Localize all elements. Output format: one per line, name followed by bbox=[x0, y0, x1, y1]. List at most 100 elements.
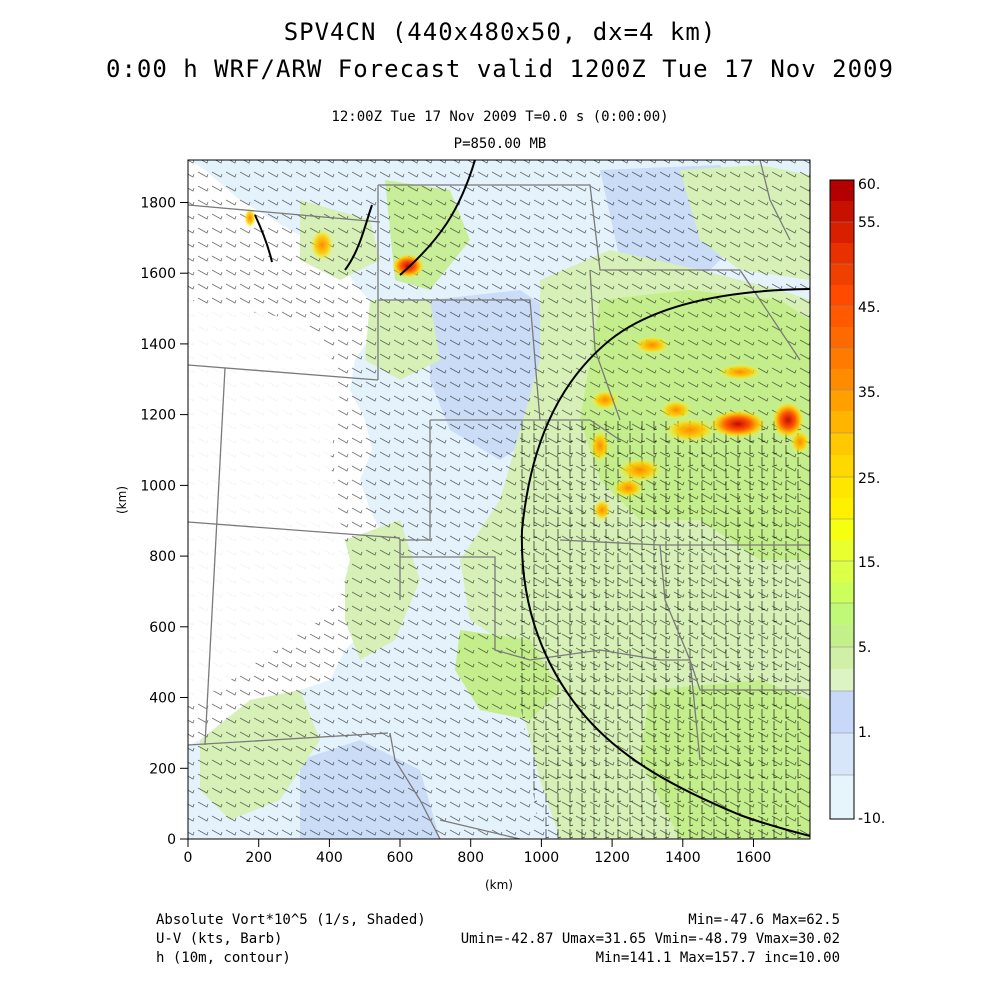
no-data-mask bbox=[188, 300, 350, 705]
vorticity-max-cell bbox=[710, 410, 766, 438]
x-tick-label: 400 bbox=[316, 850, 343, 866]
colorbar-swatch bbox=[830, 285, 854, 306]
colorbar-label: -10. bbox=[858, 811, 885, 827]
x-tick-labels: 0 200 400 600 800 1000 1200 1400 1600 bbox=[184, 850, 772, 866]
colorbar-swatch bbox=[830, 243, 854, 264]
colorbar-swatch bbox=[830, 306, 854, 327]
vorticity-cell bbox=[591, 390, 619, 410]
colorbar-swatch bbox=[830, 327, 854, 348]
plot-title-line-1: SPV4CN (440x480x50, dx=4 km) bbox=[283, 18, 717, 46]
colorbar-swatch bbox=[830, 540, 854, 561]
x-tick-label: 1600 bbox=[736, 850, 772, 866]
vorticity-max-cell bbox=[772, 402, 804, 438]
y-tick-label: 1400 bbox=[140, 337, 176, 353]
colorbar-swatch bbox=[830, 264, 854, 285]
colorbar: 60. 55. 45. 35. 25. 15. 5. 1. -10. bbox=[829, 177, 885, 827]
colorbar-swatch bbox=[830, 603, 854, 625]
colorbar-label: 45. bbox=[858, 300, 880, 316]
x-tick-label: 1200 bbox=[594, 850, 630, 866]
vorticity-cell bbox=[244, 208, 256, 228]
colorbar-swatch bbox=[830, 498, 854, 519]
colorbar-swatch bbox=[830, 669, 854, 691]
colorbar-swatch bbox=[830, 477, 854, 498]
y-tick-label: 800 bbox=[149, 549, 176, 565]
field-label-wind: U-V (kts, Barb) bbox=[156, 931, 283, 947]
height-contour-main bbox=[520, 288, 810, 837]
colorbar-label: 55. bbox=[858, 215, 880, 231]
field-stats-height: Min=141.1 Max=157.7 inc=10.00 bbox=[595, 950, 840, 966]
vorticity-cell bbox=[310, 229, 334, 261]
colorbar-swatch bbox=[830, 625, 854, 647]
colorbar-label: 5. bbox=[858, 640, 871, 656]
colorbar-swatch bbox=[830, 433, 854, 455]
colorbar-label: 1. bbox=[858, 725, 871, 741]
plot-frame bbox=[187, 159, 811, 840]
vorticity-cell bbox=[660, 400, 692, 420]
x-tick-label: 600 bbox=[387, 850, 414, 866]
y-axis-ticks bbox=[180, 202, 188, 840]
map-field-layer bbox=[188, 160, 810, 839]
colorbar-dividers bbox=[830, 221, 854, 776]
field-stats-vorticity: Min=-47.6 Max=62.5 bbox=[688, 912, 840, 928]
vorticity-cell bbox=[590, 430, 610, 462]
colorbar-label: 60. bbox=[858, 177, 880, 193]
pressure-level-label: P=850.00 MB bbox=[453, 136, 547, 152]
state-boundaries bbox=[188, 160, 810, 839]
vorticity-cell bbox=[664, 418, 716, 442]
y-tick-label: 600 bbox=[149, 620, 176, 636]
vorticity-cell bbox=[593, 499, 611, 521]
y-tick-label: 400 bbox=[149, 691, 176, 707]
plot-title-line-2: 0:00 h WRF/ARW Forecast valid 1200Z Tue … bbox=[106, 55, 894, 83]
field-stats-wind: Umin=-42.87 Umax=31.65 Vmin=-48.79 Vmax=… bbox=[460, 931, 840, 947]
colorbar-label: 25. bbox=[858, 471, 880, 487]
vorticity-cell bbox=[612, 478, 644, 498]
vorticity-cell bbox=[718, 364, 762, 380]
colorbar-swatch bbox=[830, 455, 854, 477]
x-tick-label: 800 bbox=[457, 850, 484, 866]
y-tick-labels: 0 200 400 600 800 1000 1200 1400 1600 18… bbox=[140, 196, 176, 849]
colorbar-swatch bbox=[830, 582, 854, 603]
colorbar-swatch bbox=[830, 561, 854, 582]
colorbar-swatch bbox=[830, 201, 854, 222]
wind-barbs-dense-layer bbox=[520, 420, 810, 839]
colorbar-swatch bbox=[830, 519, 854, 540]
colorbar-swatch bbox=[830, 390, 854, 411]
height-contours bbox=[254, 160, 810, 837]
x-tick-label: 1000 bbox=[524, 850, 560, 866]
x-tick-label: 200 bbox=[245, 850, 272, 866]
height-contour-nw-2 bbox=[399, 160, 476, 276]
field-label-vorticity: Absolute Vort*10^5 (1/s, Shaded) bbox=[156, 912, 426, 928]
vorticity-cell bbox=[790, 430, 810, 454]
colorbar-swatch bbox=[830, 775, 854, 819]
height-contour-nw-3 bbox=[254, 214, 273, 263]
colorbar-swatch bbox=[830, 733, 854, 775]
x-axis-ticks bbox=[187, 839, 754, 847]
colorbar-swatch bbox=[830, 369, 854, 390]
colorbar-labels: 60. 55. 45. 35. 25. 15. 5. 1. -10. bbox=[858, 177, 885, 827]
colorbar-frame bbox=[829, 179, 855, 820]
colorbar-swatch bbox=[830, 647, 854, 669]
x-tick-label: 1400 bbox=[665, 850, 701, 866]
y-tick-label: 200 bbox=[149, 761, 176, 777]
y-tick-label: 1200 bbox=[140, 408, 176, 424]
colorbar-swatch bbox=[830, 691, 854, 733]
field-label-height: h (10m, contour) bbox=[156, 950, 291, 966]
time-label: 12:00Z Tue 17 Nov 2009 T=0.0 s (0:00:00) bbox=[331, 109, 669, 125]
colorbar-label: 35. bbox=[858, 385, 880, 401]
y-tick-label: 1600 bbox=[140, 266, 176, 282]
y-tick-label: 1000 bbox=[140, 478, 176, 494]
vorticity-cell bbox=[618, 458, 662, 482]
colorbar-swatch bbox=[830, 348, 854, 369]
colorbar-swatch bbox=[830, 222, 854, 243]
colorbar-swatch bbox=[830, 180, 854, 201]
colorbar-label: 15. bbox=[858, 555, 880, 571]
y-axis-label: (km) bbox=[115, 486, 129, 514]
x-tick-label: 0 bbox=[184, 850, 193, 866]
y-tick-label: 1800 bbox=[140, 196, 176, 212]
x-axis-label: (km) bbox=[485, 878, 513, 892]
vorticity-cell bbox=[634, 336, 670, 354]
colorbar-swatch bbox=[830, 411, 854, 433]
height-contour-nw bbox=[344, 204, 373, 271]
y-tick-label: 0 bbox=[167, 832, 176, 848]
